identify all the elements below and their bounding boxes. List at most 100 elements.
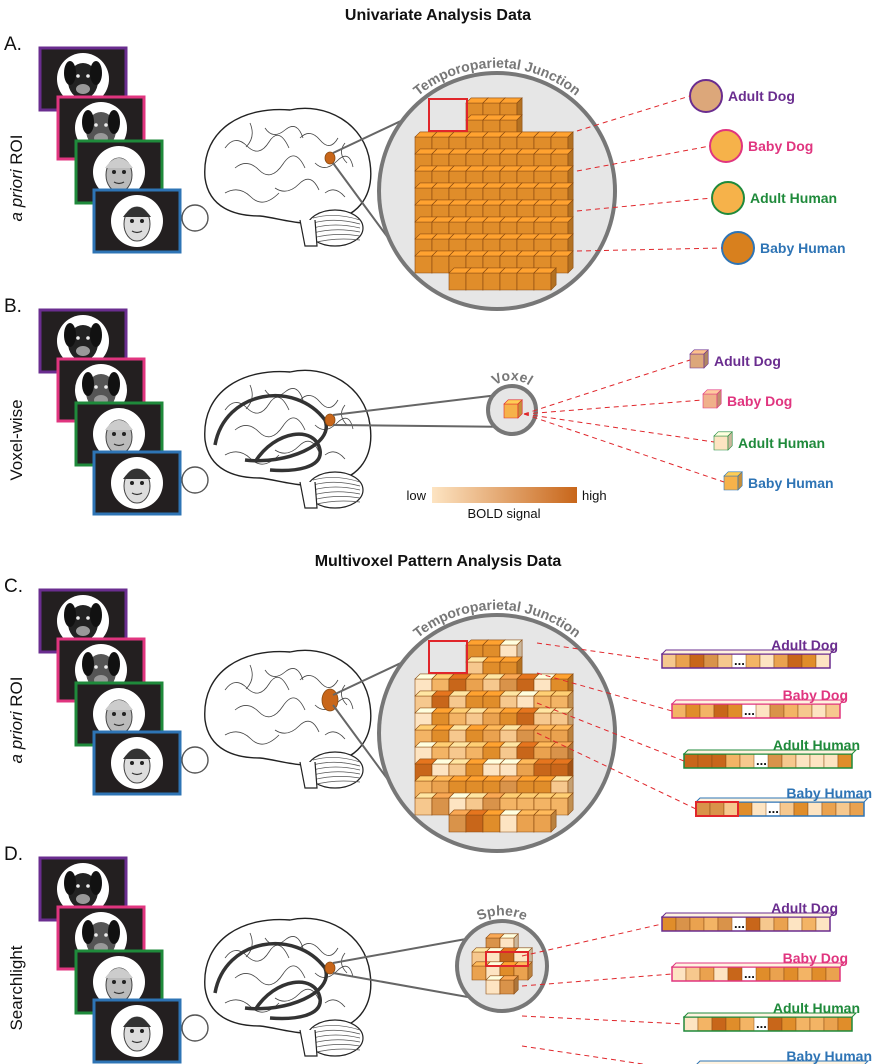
side-label-italic: a priori — [7, 710, 26, 763]
colorbar-gradient — [432, 487, 577, 503]
condition-label: Baby Dog — [727, 393, 792, 409]
dog-ear-icon — [108, 652, 120, 676]
eye-icon — [130, 219, 134, 223]
dog-ear-icon — [82, 372, 94, 396]
eye-icon — [86, 74, 90, 78]
dashed-link — [521, 923, 663, 957]
condition-label: Adult Human — [738, 435, 825, 451]
voxel-cube — [499, 979, 515, 995]
eye-icon — [122, 432, 126, 436]
cerebellum-fold — [312, 1025, 361, 1031]
cerebellum-fold — [312, 766, 361, 771]
pattern-cell — [767, 753, 783, 769]
brain-gyrus — [245, 664, 253, 690]
side-label-rest: ROI — [7, 135, 26, 170]
pattern-cell — [717, 916, 733, 932]
condition-circle — [721, 231, 755, 265]
dog-ear-icon — [108, 372, 120, 396]
condition-label: Baby Human — [760, 240, 846, 256]
dog-ear-icon — [90, 323, 102, 347]
dashed-link — [521, 973, 673, 987]
title-univariate: Univariate Analysis Data — [345, 7, 531, 24]
pattern-cell — [699, 703, 715, 719]
eye-icon — [76, 616, 80, 620]
side-label-italic: a priori — [7, 168, 26, 221]
hair-icon — [123, 207, 151, 217]
pattern-bar-top — [696, 1060, 870, 1064]
sulcus-outline — [253, 980, 322, 1021]
eye-icon — [122, 170, 126, 174]
condition-label: Adult Human — [773, 1000, 860, 1016]
voxel-side — [527, 961, 533, 981]
zoom-connector — [332, 972, 471, 999]
pattern-cell — [661, 916, 677, 932]
brain-gyrus — [314, 417, 354, 430]
dog-ear-icon — [90, 61, 102, 85]
eye-icon — [112, 980, 116, 984]
highlight-voxels — [485, 951, 529, 967]
condition-label: Baby Dog — [748, 138, 813, 154]
zoom-connector — [332, 394, 493, 416]
brain-gyrus — [314, 155, 354, 168]
brain-gyrus — [324, 999, 346, 1008]
panel-side-label: Searchlight — [7, 945, 26, 1030]
condition-circle — [711, 181, 745, 215]
pattern-bar-top — [682, 749, 858, 755]
eye-icon — [86, 336, 90, 340]
brain-gyrus — [324, 451, 346, 460]
brain-outline — [204, 649, 372, 766]
condition-circle — [709, 129, 743, 163]
pattern-cell — [699, 966, 715, 982]
eye-icon — [130, 761, 134, 765]
pattern-cell — [807, 801, 823, 817]
brain-gyrus — [234, 697, 306, 718]
sulcus-outline — [253, 432, 322, 473]
pattern-cell — [801, 653, 817, 669]
hair-icon — [105, 968, 133, 978]
hair-icon — [105, 158, 133, 168]
dog-ear-icon — [82, 920, 94, 944]
brain-gyrus — [299, 133, 339, 146]
pattern-cell — [801, 916, 817, 932]
pattern-cell — [797, 703, 813, 719]
dog-snout-icon — [76, 894, 90, 904]
pattern-bar-top — [670, 962, 846, 968]
eye-icon — [76, 884, 80, 888]
voxel-side — [727, 431, 733, 451]
eye-icon — [104, 933, 108, 937]
zoom-label-text: Sphere — [474, 902, 530, 923]
mouth-icon — [131, 492, 143, 496]
pattern-cell — [837, 753, 853, 769]
dog-ear-icon — [82, 652, 94, 676]
zoom-label: Sphere — [474, 902, 530, 923]
voxel-cube — [431, 255, 450, 274]
brain-gyrus — [314, 965, 354, 978]
voxel-cube — [448, 814, 467, 833]
brain-gyrus — [234, 417, 306, 438]
pattern-cell — [783, 966, 799, 982]
voxel-side — [567, 250, 574, 274]
condition-legend: Adult Dog Baby Dog Adult Human Baby Human — [576, 79, 846, 265]
dog-ear-icon — [64, 61, 76, 85]
dog-ear-icon — [108, 920, 120, 944]
pattern-cell — [685, 966, 701, 982]
dog-ear-icon — [82, 110, 94, 134]
pattern-cell — [769, 966, 785, 982]
pattern-cell — [745, 916, 761, 932]
lens-circle — [181, 1014, 209, 1042]
pattern-cell — [755, 966, 771, 982]
dashed-link — [523, 413, 725, 483]
title-mvpa: Multivoxel Pattern Analysis Data — [315, 553, 562, 570]
voxel-cube — [465, 272, 484, 291]
pattern-cell — [797, 966, 813, 982]
eye-icon — [94, 123, 98, 127]
cerebellum-fold — [312, 757, 361, 763]
pattern-cell — [815, 916, 831, 932]
eye-icon — [112, 170, 116, 174]
brain-gyrus — [224, 944, 290, 962]
pattern-cell — [739, 1016, 755, 1032]
mouth-icon — [113, 181, 125, 185]
voxel-side — [737, 471, 743, 491]
pattern-cell — [713, 703, 729, 719]
pattern-cell — [697, 753, 713, 769]
